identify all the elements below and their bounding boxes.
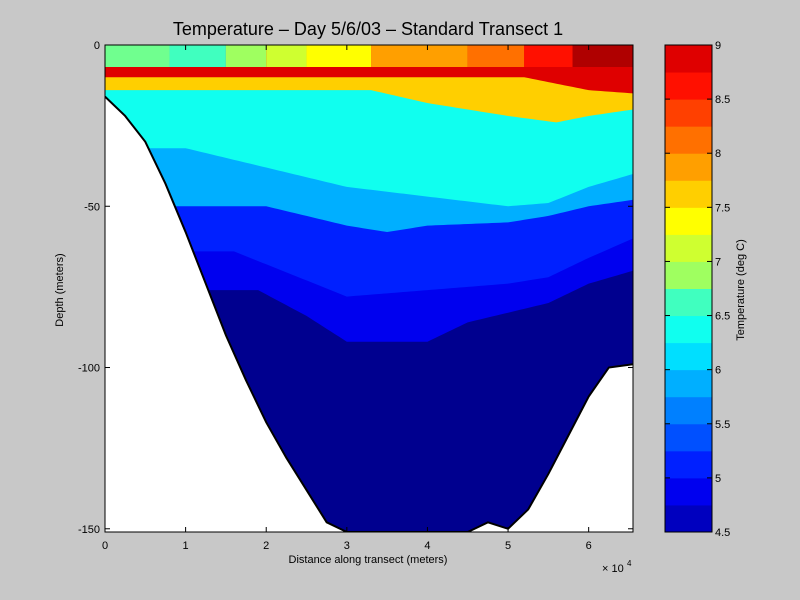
colorbar-band (665, 45, 712, 73)
surface-band-2 (225, 45, 267, 67)
surface-band-1 (169, 45, 226, 67)
seabed-line (105, 95, 633, 532)
surface-band-6 (467, 45, 525, 67)
colorbar-band (665, 477, 712, 506)
colorbar-band (665, 207, 712, 235)
x-tick-label: 6 (586, 540, 592, 552)
x-tick-label: 3 (344, 540, 350, 552)
colorbar-tick-label: 9 (715, 40, 721, 52)
surface-band-5 (371, 45, 468, 67)
colorbar-tick-label: 6 (715, 365, 721, 377)
colorbar-band (665, 288, 712, 317)
colorbar-band (665, 261, 712, 289)
x-tick-label: 4 (424, 540, 430, 552)
y-tick-label: -150 (78, 524, 100, 536)
colorbar: 4.5 5 5.5 6 6.5 7 7.5 8 8.5 9 Temperature (deg C) (664, 40, 747, 539)
colorbar-band (665, 126, 712, 154)
surface-band-8 (572, 45, 633, 67)
colorbar-ticks: 4.5 5 5.5 6 6.5 7 7.5 8 8.5 9 (665, 40, 730, 539)
colorbar-tick-label: 7 (715, 256, 721, 268)
x-tick-label: 2 (263, 540, 269, 552)
x-tick-label: 5 (505, 540, 511, 552)
colorbar-tick-label: 6.5 (715, 311, 730, 323)
colorbar-band (665, 342, 712, 371)
colorbar-tick-label: 4.5 (715, 527, 730, 539)
x-axis-label: Distance along transect (meters) (289, 554, 448, 566)
colorbar-band (665, 234, 712, 262)
colorbar-tick-label: 5.5 (715, 419, 730, 431)
colorbar-bands (665, 45, 712, 533)
colorbar-label: Temperature (deg C) (735, 239, 747, 341)
colorbar-tick-label: 7.5 (715, 202, 730, 214)
temperature-field (105, 45, 633, 532)
colorbar-tick-label: 5 (715, 473, 721, 485)
y-tick-label: -50 (84, 201, 100, 213)
y-tick-label: 0 (94, 40, 100, 52)
colorbar-band (665, 369, 712, 398)
surface-band-0 (105, 45, 170, 67)
colorbar-band (665, 315, 712, 344)
colorbar-band (665, 504, 712, 533)
x-multiplier: × 10 4 (602, 559, 632, 575)
plot-frame (104, 44, 634, 533)
colorbar-band (665, 423, 712, 452)
surface-band-4 (306, 45, 372, 67)
seabed-area (105, 96, 633, 532)
x-tick-label: 1 (183, 540, 189, 552)
x-multiplier-exponent: 4 (627, 559, 632, 568)
y-tick-label: -100 (78, 363, 100, 375)
chart-title: Temperature – Day 5/6/03 – Standard Tran… (173, 19, 563, 39)
colorbar-tick-label: 8 (715, 148, 721, 160)
colorbar-tick-label: 8.5 (715, 94, 730, 106)
surface-band-7 (524, 45, 573, 67)
colorbar-band (665, 99, 712, 127)
x-axis: 0 1 2 3 4 5 6 (102, 45, 592, 552)
colorbar-frame (664, 44, 713, 533)
y-axis-label: Depth (meters) (54, 253, 66, 326)
seabed-mask (105, 95, 633, 532)
colorbar-band (665, 72, 712, 100)
colorbar-band (665, 396, 712, 425)
plot-area (104, 44, 634, 533)
colorbar-band (665, 153, 712, 181)
colorbar-band (665, 180, 712, 208)
y-axis: 0 -50 -100 -150 (78, 40, 633, 536)
surface-band-3 (266, 45, 307, 67)
colorbar-band (665, 450, 712, 479)
x-tick-label: 0 (102, 540, 108, 552)
x-multiplier-base: × 10 (602, 563, 624, 575)
